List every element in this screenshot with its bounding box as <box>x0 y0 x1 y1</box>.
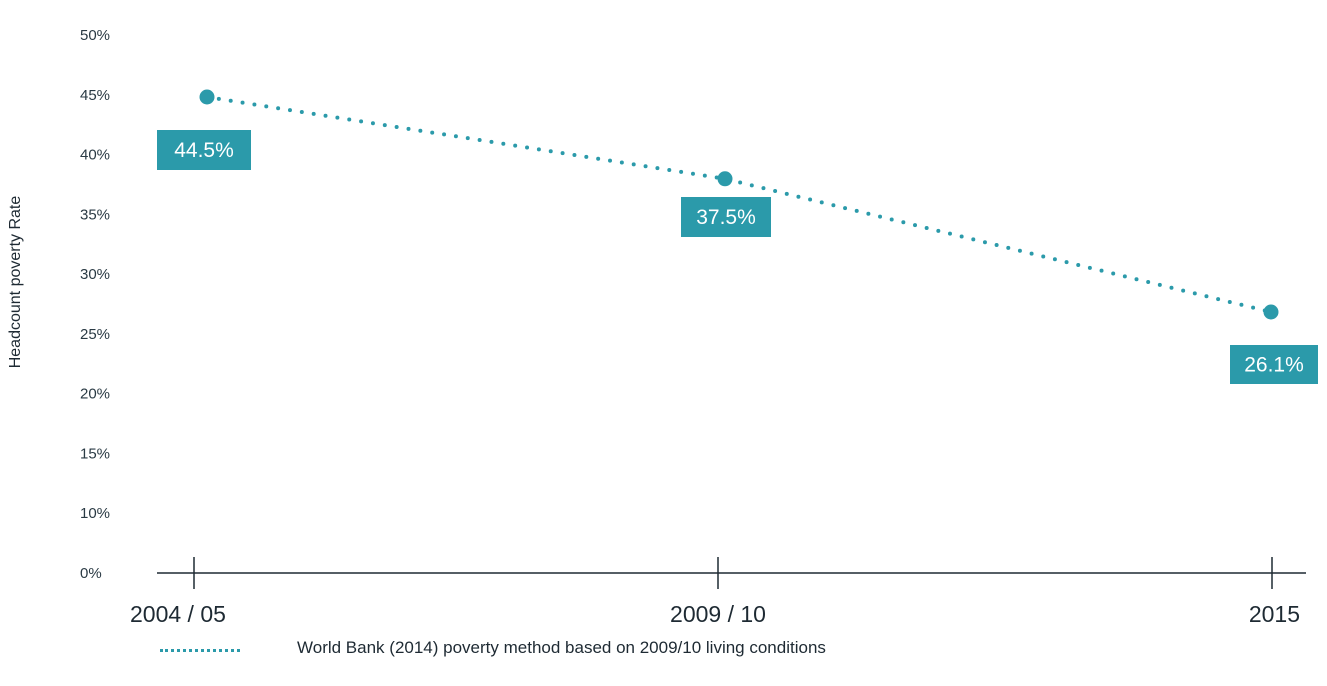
y-tick-label: 20% <box>80 386 110 403</box>
x-tick-label: 2004 / 05 <box>130 601 226 627</box>
data-point <box>199 89 215 105</box>
y-axis-label: Headcount poverty Rate <box>7 196 24 369</box>
y-tick-label: 35% <box>80 206 110 223</box>
y-tick-label: 45% <box>80 87 110 104</box>
x-tick-label: 2009 / 10 <box>670 601 766 627</box>
data-label: 26.1% <box>1230 345 1318 384</box>
data-label: 44.5% <box>157 130 251 170</box>
data-points <box>199 89 1279 320</box>
y-tick-label: 40% <box>80 147 110 164</box>
y-tick-label: 30% <box>80 266 110 283</box>
legend-dotted-swatch <box>160 645 240 652</box>
x-axis-ticks: 2004 / 05 2009 / 10 2015 <box>130 557 1300 627</box>
y-tick-label: 25% <box>80 326 110 343</box>
x-tick-label: 2015 <box>1249 601 1300 627</box>
y-tick-label: 15% <box>80 445 110 462</box>
data-label-text: 44.5% <box>174 139 234 162</box>
data-point <box>717 171 733 187</box>
y-tick-label: 50% <box>80 27 110 44</box>
series-line <box>205 95 1273 314</box>
data-labels: 44.5% 37.5% 26.1% <box>157 130 1318 384</box>
data-point <box>1263 304 1279 320</box>
data-label-text: 26.1% <box>1244 354 1304 377</box>
y-tick-label: 10% <box>80 505 110 522</box>
chart: Headcount poverty Rate 0% 10% 15% 20% 25% 30%… <box>7 27 1318 627</box>
data-label: 37.5% <box>681 197 771 237</box>
legend: World Bank (2014) poverty method based o… <box>160 636 826 660</box>
y-axis-ticks: 0% 10% 15% 20% 25% 30% 35% 40% 45% 50% <box>80 27 110 582</box>
legend-label: World Bank (2014) poverty method based o… <box>297 638 826 657</box>
y-tick-label: 0% <box>80 565 102 582</box>
data-label-text: 37.5% <box>696 206 756 229</box>
